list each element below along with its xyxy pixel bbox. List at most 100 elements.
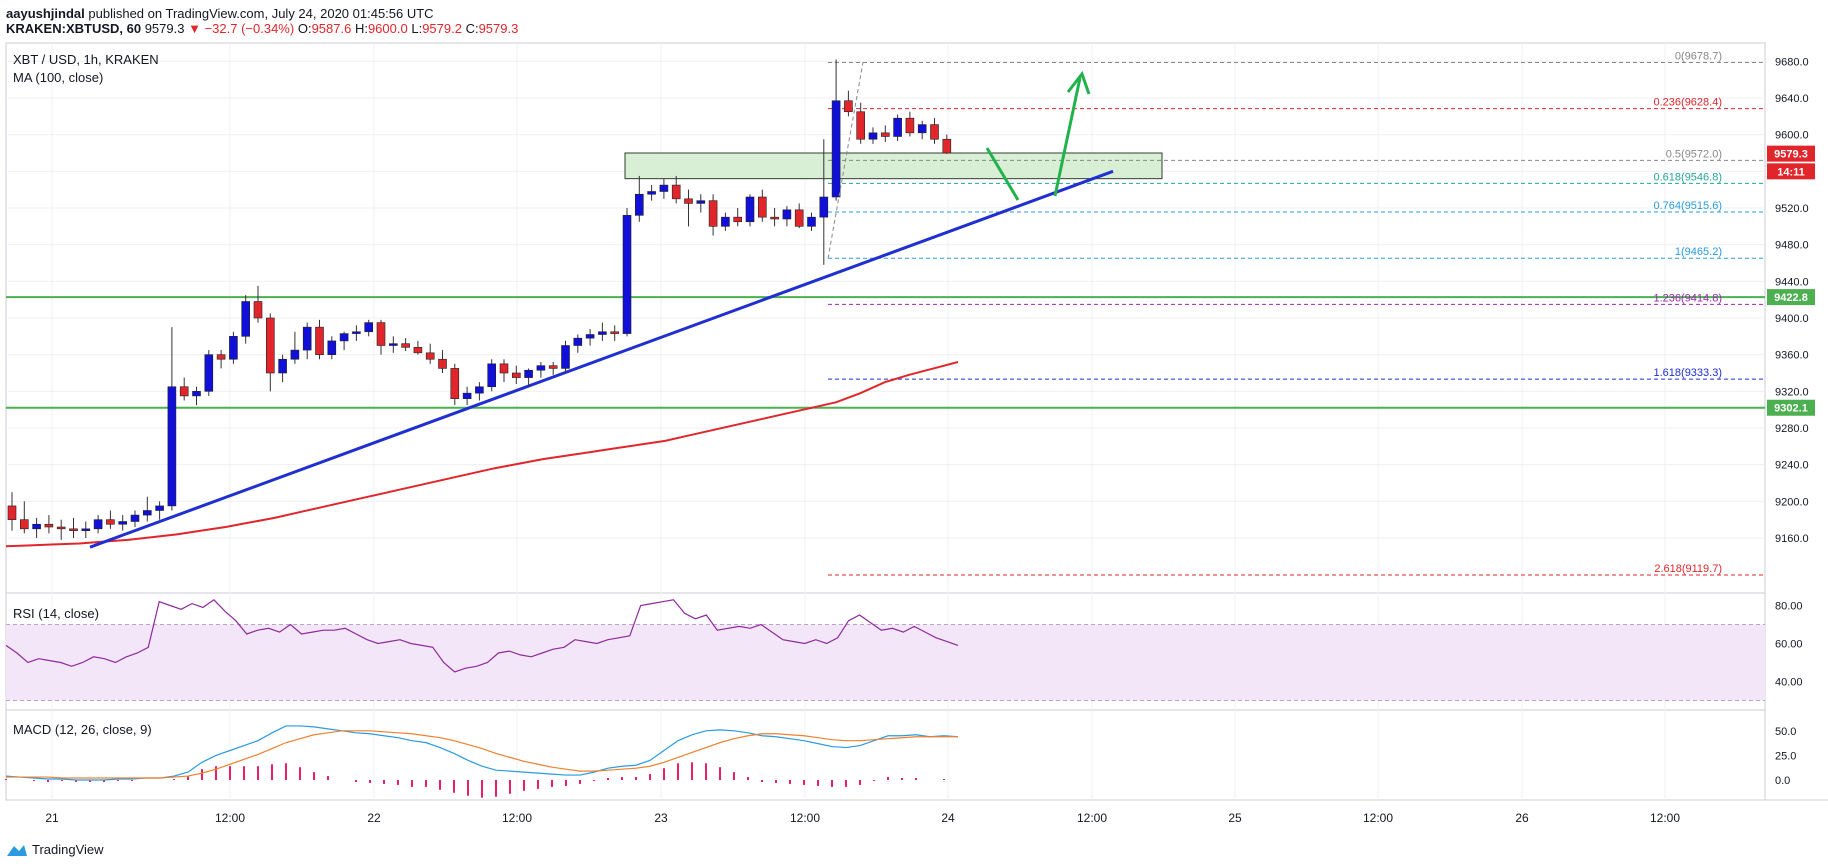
candle-up [573, 337, 583, 346]
candle-down [794, 209, 804, 227]
candle-up [647, 191, 656, 195]
price-tick-label: 9280.0 [1775, 423, 1809, 435]
time-tick-label: 25 [1228, 811, 1242, 825]
candle-up [893, 117, 902, 137]
candle-down [499, 363, 509, 374]
fib-level-label: 1.618(9333.3) [1654, 367, 1723, 379]
tradingview-footer[interactable]: TradingView [6, 842, 104, 857]
time-tick-label: 12:00 [215, 811, 245, 825]
low-label: L: [411, 21, 423, 36]
price-tick-label: 9440.0 [1775, 276, 1809, 288]
candle-down [450, 368, 460, 399]
low-value: 9579.2 [422, 21, 462, 36]
candle-up [327, 340, 337, 355]
price-tick-label: 9360.0 [1775, 350, 1809, 362]
publish-info: published on TradingView.com, July 24, 2… [88, 6, 434, 21]
price-badge-label: 14:11 [1777, 166, 1805, 178]
time-tick-label: 12:00 [1363, 811, 1393, 825]
price-tick-label: 9480.0 [1775, 240, 1809, 252]
candle-down [69, 528, 78, 531]
candle-up [81, 528, 91, 531]
candle-down [253, 301, 263, 319]
candle-down [930, 124, 939, 140]
candle-up [536, 365, 546, 371]
open-value: 9587.6 [311, 21, 352, 36]
fib-level-label: 2.618(9119.7) [1654, 563, 1722, 575]
fib-anchor-line [827, 62, 864, 259]
candle-down [671, 184, 681, 200]
chart-header: aayushjindal published on TradingView.co… [6, 6, 518, 36]
price-tick-label: 9200.0 [1775, 496, 1809, 508]
moving-average-line [5, 361, 959, 548]
time-tick-label: 12:00 [790, 811, 820, 825]
candle-down [401, 343, 410, 348]
macd-tick-label: 50.0 [1775, 726, 1796, 738]
candle-down [511, 372, 521, 378]
expected-rise-arrow [1053, 77, 1082, 197]
price-tick-label: 9240.0 [1775, 460, 1809, 472]
brand-name: TradingView [32, 842, 104, 857]
candle-up [487, 363, 497, 388]
time-tick-label: 12:00 [1650, 811, 1680, 825]
price-badge-label: 9579.3 [1774, 149, 1808, 161]
candle-up [364, 322, 374, 333]
open-label: O: [297, 21, 312, 36]
candle-up [462, 392, 472, 399]
candle-down [56, 526, 66, 530]
candle-down [708, 200, 718, 227]
macd-tick-label: 0.0 [1775, 775, 1790, 787]
time-tick-label: 23 [654, 811, 668, 825]
candle-up [241, 301, 250, 337]
candle-up [352, 331, 361, 334]
macd-tick-label: 25.0 [1775, 750, 1796, 762]
candle-up [634, 193, 644, 216]
candle-up [143, 510, 152, 516]
close-label: C: [465, 21, 479, 36]
candle-down [733, 216, 743, 223]
pair-label: KRAKEN:XBTUSD, 60 [6, 21, 142, 36]
symbol-label: XBT / USD, 1h, KRAKEN [13, 52, 159, 67]
time-tick-label: 21 [45, 811, 59, 825]
author-name[interactable]: aayushjindal [6, 6, 85, 21]
candle-up [278, 358, 287, 374]
time-tick-label: 22 [367, 811, 381, 825]
candle-up [204, 354, 214, 392]
rsi-tick-label: 60.00 [1775, 639, 1803, 651]
candle-up [622, 215, 632, 334]
fib-level-label: 1(9465.2) [1675, 246, 1722, 258]
price-tick-label: 9160.0 [1775, 533, 1809, 545]
candle-down [44, 523, 54, 528]
candle-down [684, 198, 693, 204]
arrow-head-icon [1066, 70, 1091, 95]
price-tick-label: 9600.0 [1775, 130, 1809, 142]
candle-up [475, 386, 484, 394]
candle-up [155, 505, 164, 511]
price-badge [1767, 163, 1815, 180]
price-badge [1767, 399, 1815, 416]
candle-down [438, 358, 447, 369]
candle-down [216, 354, 226, 360]
candle-up [696, 200, 706, 204]
candle-down [770, 216, 779, 220]
fib-level-label: 0.236(9628.4) [1654, 97, 1723, 109]
expected-dip-arrow [985, 147, 1020, 201]
candle-down [905, 117, 915, 134]
candle-down [315, 326, 324, 355]
candle-up [167, 386, 177, 507]
time-tick-label: 12:00 [1077, 811, 1107, 825]
fib-level-label: 0.5(9572.0) [1666, 148, 1722, 160]
candle-down [757, 196, 767, 218]
rsi-tick-label: 80.00 [1775, 601, 1803, 613]
candle-up [819, 196, 829, 218]
candle-up [807, 216, 816, 227]
price-tick-label: 9400.0 [1775, 313, 1809, 325]
candle-up [290, 349, 300, 360]
high-value: 9600.0 [367, 21, 408, 36]
candle-down [425, 352, 435, 360]
candle-down [413, 347, 423, 354]
price-badge [1767, 145, 1815, 162]
fib-level-label: 0.764(9515.6) [1654, 200, 1723, 212]
candle-down [880, 132, 890, 137]
price-badge-label: 9422.8 [1774, 292, 1808, 304]
